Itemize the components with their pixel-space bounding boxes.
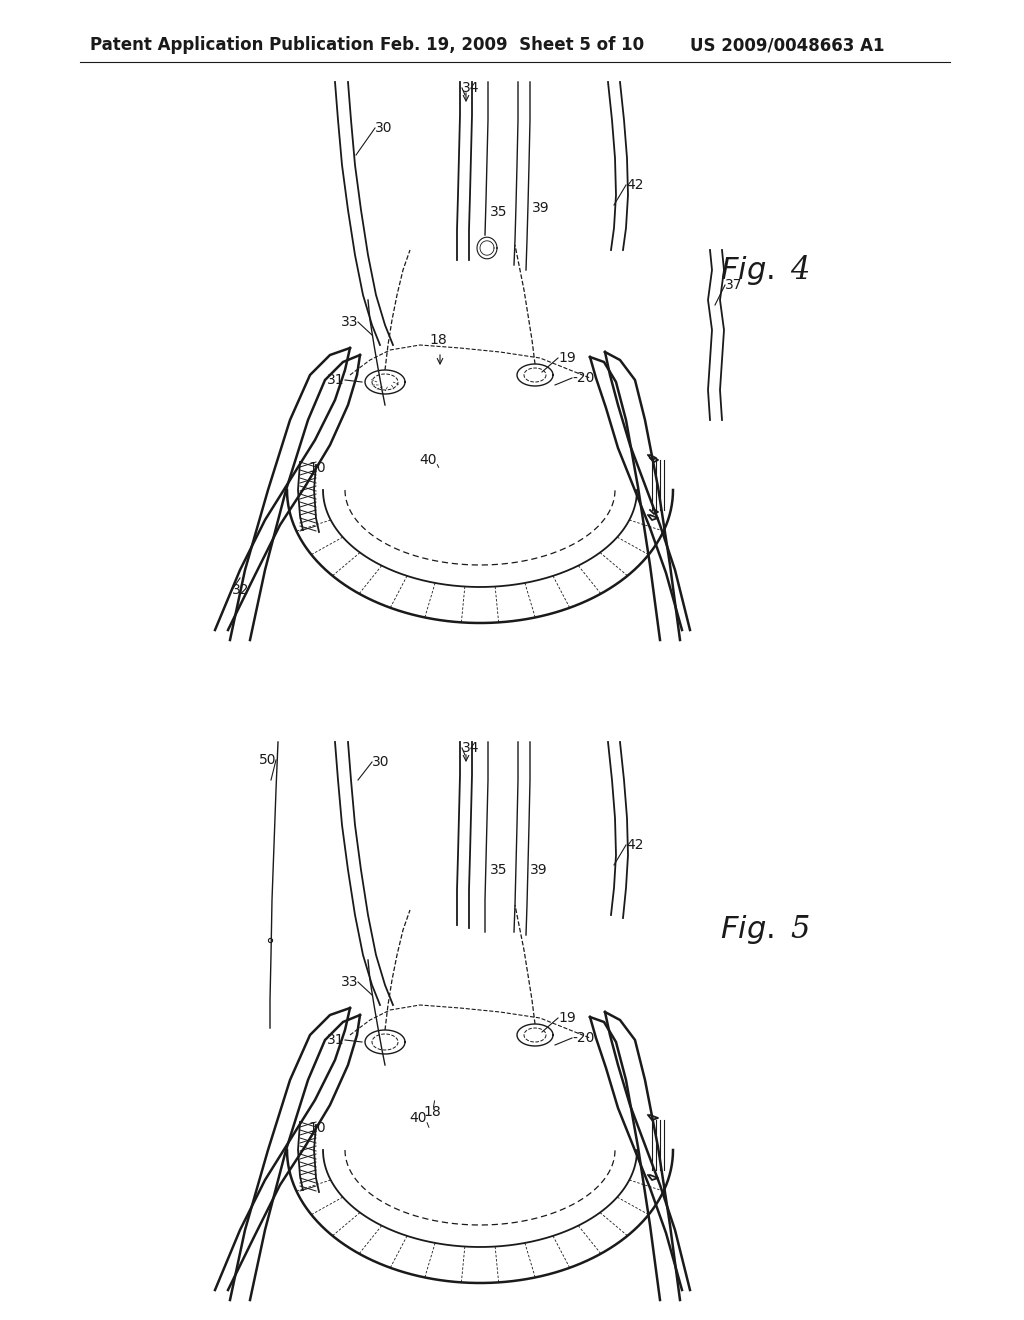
Text: 39: 39 xyxy=(532,201,550,215)
Text: 30: 30 xyxy=(372,755,389,770)
Text: 31: 31 xyxy=(328,1034,345,1047)
Text: 39: 39 xyxy=(530,863,548,876)
Text: 34: 34 xyxy=(462,81,479,95)
Text: 32: 32 xyxy=(232,583,250,597)
Text: -20: -20 xyxy=(572,371,594,385)
Text: 33: 33 xyxy=(341,315,358,329)
Text: 19: 19 xyxy=(558,1011,575,1026)
Text: 18: 18 xyxy=(423,1105,441,1119)
Text: 35: 35 xyxy=(490,863,508,876)
Text: 10: 10 xyxy=(308,1121,326,1135)
Text: 33: 33 xyxy=(341,975,358,989)
Text: 18: 18 xyxy=(429,333,446,347)
Text: 34: 34 xyxy=(462,741,479,755)
Text: $\mathit{Fig.}$ 4: $\mathit{Fig.}$ 4 xyxy=(720,253,810,286)
Text: $\mathit{Fig.}$ 5: $\mathit{Fig.}$ 5 xyxy=(720,913,810,946)
Text: Patent Application Publication: Patent Application Publication xyxy=(90,36,374,54)
Text: 40: 40 xyxy=(419,453,437,467)
Text: 30: 30 xyxy=(375,121,392,135)
Text: 37: 37 xyxy=(725,279,742,292)
Text: 42: 42 xyxy=(626,178,643,191)
Text: Feb. 19, 2009  Sheet 5 of 10: Feb. 19, 2009 Sheet 5 of 10 xyxy=(380,36,644,54)
Text: 10: 10 xyxy=(308,461,326,475)
Text: 50: 50 xyxy=(258,752,276,767)
Text: 31: 31 xyxy=(328,374,345,387)
Text: 35: 35 xyxy=(490,205,508,219)
Text: 42: 42 xyxy=(626,838,643,851)
Text: -20: -20 xyxy=(572,1031,594,1045)
Text: 40: 40 xyxy=(410,1111,427,1125)
Text: US 2009/0048663 A1: US 2009/0048663 A1 xyxy=(690,36,885,54)
Text: 19: 19 xyxy=(558,351,575,366)
